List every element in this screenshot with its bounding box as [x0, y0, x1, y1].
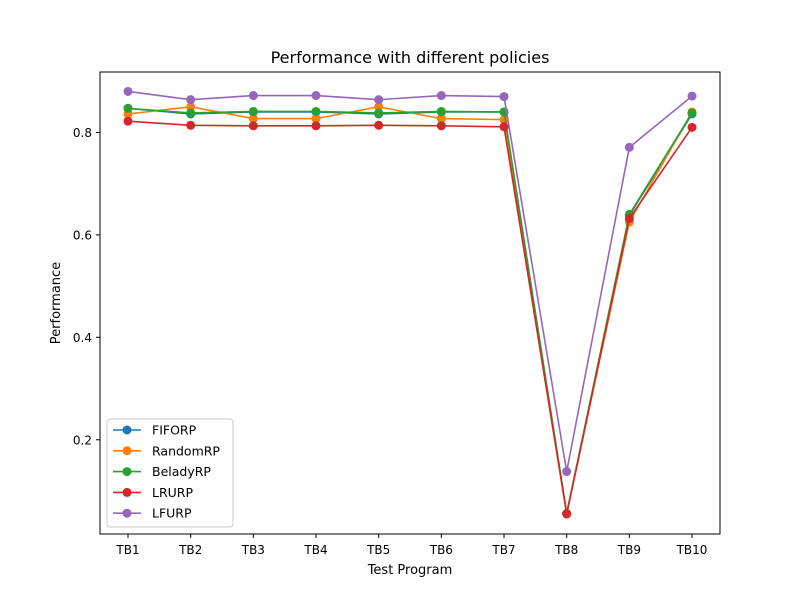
- data-point: [311, 106, 321, 116]
- y-axis-label: Performance: [49, 262, 64, 344]
- data-point: [374, 95, 384, 105]
- data-point: [248, 106, 258, 116]
- x-tick-label: TB9: [617, 543, 641, 557]
- legend-marker: [122, 467, 132, 477]
- data-point: [186, 108, 196, 118]
- data-point: [248, 121, 258, 131]
- data-point: [374, 108, 384, 118]
- legend-marker: [122, 487, 132, 497]
- data-point: [123, 103, 133, 113]
- legend-label: RandomRP: [152, 443, 220, 458]
- legend-marker: [122, 446, 132, 456]
- data-point: [436, 91, 446, 101]
- series-layer: [123, 86, 697, 519]
- data-point: [499, 122, 509, 132]
- legend-label: LFURP: [152, 506, 192, 521]
- legend-item: LFURP: [113, 506, 192, 521]
- legend-label: BeladyRP: [152, 464, 211, 479]
- x-tick-label: TB4: [303, 543, 327, 557]
- x-tick-label: TB1: [115, 543, 139, 557]
- x-tick-label: TB2: [178, 543, 202, 557]
- data-point: [248, 114, 258, 124]
- legend-box: [106, 418, 234, 528]
- x-tick-label: TB3: [241, 543, 265, 557]
- y-tick-label: 0.2: [73, 433, 92, 447]
- data-point: [186, 120, 196, 130]
- data-point: [687, 108, 697, 118]
- data-point: [687, 122, 697, 132]
- legend-item: RandomRP: [113, 443, 220, 458]
- x-axis: TB1 TB2 TB3 TB4 TB5 TB6 TB7 TB8 TB9 TB10: [115, 534, 707, 557]
- data-point: [624, 213, 634, 223]
- series-lrurp: [123, 116, 697, 519]
- data-point: [436, 114, 446, 124]
- series-line: [127, 120, 693, 515]
- legend-label: FIFORP: [152, 423, 197, 438]
- data-point: [248, 91, 258, 101]
- legend-item: BeladyRP: [113, 464, 211, 479]
- series-lfurp: [123, 86, 697, 477]
- data-point: [687, 91, 697, 101]
- data-point: [311, 121, 321, 131]
- data-point: [436, 121, 446, 131]
- data-point: [374, 120, 384, 130]
- x-tick-label: TB5: [366, 543, 390, 557]
- y-tick-label: 0.4: [73, 331, 92, 345]
- x-tick-label: TB10: [676, 543, 708, 557]
- y-axis: 0.2 0.4 0.6 0.8: [73, 126, 100, 447]
- x-axis-label: Test Program: [367, 563, 453, 578]
- y-tick-label: 0.6: [73, 228, 92, 242]
- plot-frame: [99, 71, 721, 535]
- data-point: [311, 91, 321, 101]
- data-point: [123, 86, 133, 96]
- legend-marker: [122, 508, 132, 518]
- legend-item: FIFORP: [113, 423, 197, 438]
- data-point: [624, 142, 634, 152]
- legend-label: LRURP: [152, 485, 193, 500]
- x-tick-label: TB7: [491, 543, 515, 557]
- data-point: [562, 467, 572, 477]
- data-point: [311, 114, 321, 124]
- x-tick-label: TB6: [429, 543, 453, 557]
- data-point: [123, 116, 133, 126]
- series-line: [127, 90, 693, 473]
- data-point: [186, 95, 196, 105]
- legend-item: LRURP: [113, 485, 193, 500]
- legend: FIFORP RandomRP BeladyRP LRURP LFURP: [106, 418, 234, 528]
- data-point: [436, 106, 446, 116]
- legend-marker: [122, 425, 132, 435]
- x-tick-label: TB8: [554, 543, 578, 557]
- chart-title: Performance with different policies: [271, 48, 550, 67]
- y-tick-label: 0.8: [73, 126, 92, 140]
- data-point: [562, 509, 572, 519]
- data-point: [499, 92, 509, 102]
